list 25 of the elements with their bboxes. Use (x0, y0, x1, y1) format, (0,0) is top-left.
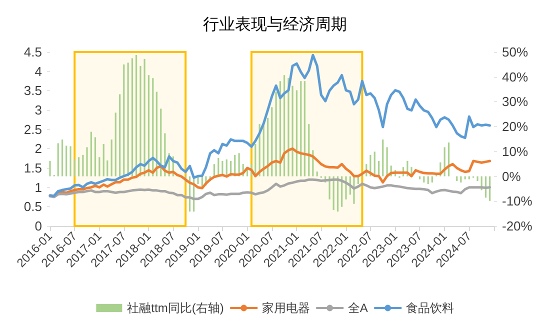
y2-tick-label: 0% (502, 168, 522, 184)
y-tick-label: 4 (34, 64, 42, 79)
chart-title: 行业表现与经济周期 (203, 16, 347, 34)
legend-label: 全A (348, 301, 368, 315)
y2-tick-label: -20% (502, 218, 533, 234)
y-tick-label: 4.5 (24, 44, 42, 60)
y2-tick-label: 20% (502, 119, 528, 134)
line-series (48, 54, 492, 198)
y-tick-label: 3 (34, 102, 42, 118)
y-tick-label: 0.5 (24, 199, 42, 214)
y-tick-label: 1.5 (24, 160, 42, 176)
y-tick-label: 2.5 (24, 122, 42, 137)
y-tick-label: 1 (34, 180, 42, 195)
y2-tick-label: 40% (502, 69, 528, 84)
y2-tick-label: 10% (502, 144, 528, 159)
legend-label: 家用电器 (262, 301, 310, 315)
legend-label: 社融ttm同比(右轴) (127, 301, 224, 315)
legend-label: 食品饮料 (406, 301, 454, 315)
y-tick-label: 2 (34, 141, 42, 156)
y2-tick-label: -10% (502, 194, 533, 209)
y2-tick-label: 30% (502, 94, 528, 110)
y-tick-label: 3.5 (24, 83, 42, 98)
y2-tick-label: 50% (502, 44, 528, 60)
y-tick-label: 0 (34, 218, 42, 234)
line-series (48, 178, 492, 200)
